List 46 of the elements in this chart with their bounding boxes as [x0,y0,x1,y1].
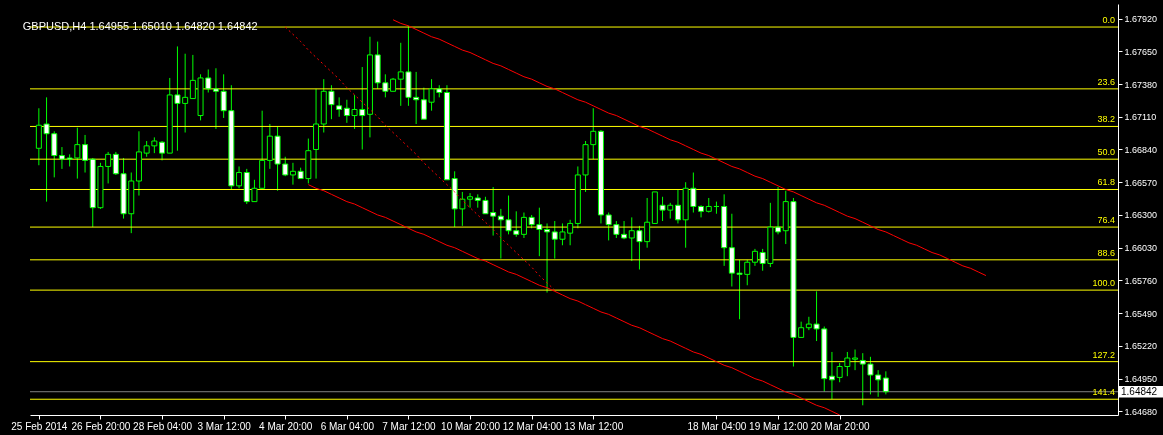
annotation: 23.6 [1097,76,1115,87]
x-tick-label: 4 Mar 20:00 [259,420,313,432]
y-tick-label: 1.67110 [1124,112,1157,123]
y-tick-label: 1.65220 [1124,341,1158,352]
annotation: 141.4 [1092,387,1115,398]
x-tick-label: 20 Mar 20:00 [810,420,871,432]
candlestick [336,96,343,118]
x-tick-label: 13 Mar 12:00 [564,420,624,432]
y-tick-label: 1.64950 [1124,374,1158,385]
y-tick-label: 1.66300 [1124,210,1158,221]
y-tick-label: 1.66840 [1124,144,1158,155]
y-tick-label: 1.67920 [1124,14,1158,25]
y-tick-label: 1.64680 [1124,406,1158,417]
annotation: 0.0 [1102,15,1115,26]
x-tick-label: 25 Feb 2014 [11,420,68,432]
x-tick-label: 3 Mar 12:00 [197,420,252,432]
annotation: 38.2 [1097,114,1115,125]
x-tick-label: 7 Mar 12:00 [382,420,437,432]
x-tick-label: 26 Feb 20:00 [71,420,131,432]
y-tick-label: 1.65760 [1124,275,1158,286]
candlestick [212,67,219,130]
x-tick-label: 10 Mar 20:00 [441,420,501,432]
annotation: 127.2 [1092,349,1115,360]
annotation: 50.0 [1097,147,1115,158]
x-tick-label: 19 Mar 12:00 [749,420,809,432]
annotation: 61.8 [1097,177,1115,188]
y-tick-label: 1.67650 [1124,46,1158,57]
annotation: 100.0 [1092,278,1115,289]
candlestick [674,189,681,224]
x-tick-label: 18 Mar 04:00 [687,420,747,432]
x-tick-label: 6 Mar 04:00 [320,420,375,432]
annotation: 88.6 [1097,247,1115,258]
line-series [392,19,987,277]
candlestick [58,146,65,170]
y-tick-label: 1.66030 [1124,243,1158,254]
y-tick-label: 1.65490 [1124,308,1158,319]
text: GBPUSD,H4 1.64955 1.65010 1.64820 1.64842 [22,20,258,32]
y-tick-label: 1.66570 [1124,177,1158,188]
y-tick-label: 1.67380 [1124,79,1158,90]
candlestick [882,370,889,395]
ref-line-label: 1.64842 [1121,385,1158,397]
candlestick [520,212,527,239]
x-tick-label: 28 Feb 04:00 [133,420,193,432]
candlestick [289,162,296,186]
annotation: 76.4 [1097,215,1115,226]
x-tick-label: 12 Mar 04:00 [502,420,563,432]
